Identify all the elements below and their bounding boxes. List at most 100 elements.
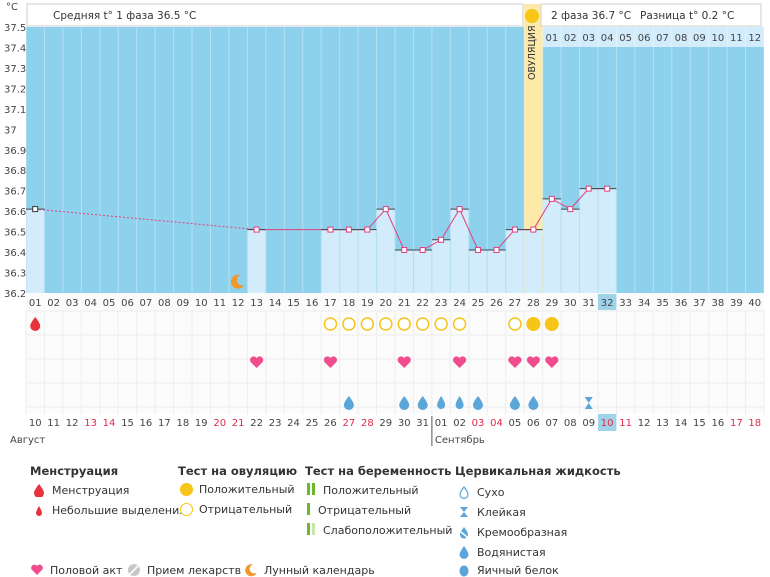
temperature-point xyxy=(438,236,445,243)
cycle-day-label: 08 xyxy=(158,298,171,309)
watery-drop-icon xyxy=(459,546,469,559)
cycle-day-label: 16 xyxy=(306,298,319,309)
legend-cervical-watery: Водянистая xyxy=(457,545,546,559)
temperature-bar xyxy=(340,229,358,293)
phase2-day-label: 07 xyxy=(656,33,669,44)
temperature-point xyxy=(511,226,518,233)
dry-icon xyxy=(459,486,469,499)
calendar-date-label: 16 xyxy=(712,418,725,429)
calendar-date-label: 26 xyxy=(324,418,337,429)
legend-cervical-title: Цервикальная жидкость xyxy=(455,464,621,478)
temperature-bar xyxy=(450,209,469,293)
y-tick-label: 36.5 xyxy=(4,228,26,239)
cycle-day-label: 10 xyxy=(195,298,208,309)
temperature-bar xyxy=(358,229,377,293)
legend-label: Отрицательный xyxy=(318,504,412,517)
legend-meds: Прием лекарств xyxy=(127,563,241,577)
legend-label: Прием лекарств xyxy=(147,563,242,577)
month-label-september: Сентябрь xyxy=(435,435,485,446)
cycle-day-label: 15 xyxy=(287,298,300,309)
y-tick-label: 37.2 xyxy=(4,84,26,95)
eggwhite-icon xyxy=(459,565,469,577)
y-tick-label: 37.3 xyxy=(4,64,26,75)
y-tick-label: 37.4 xyxy=(4,43,26,54)
y-tick-label: 36.6 xyxy=(4,207,26,218)
header-diff: Разница t° 0.2 °C xyxy=(640,10,734,22)
cycle-day-label: 21 xyxy=(398,298,411,309)
temperature-bar xyxy=(413,250,432,293)
legend: Менструация Менструация Небольшие выделе… xyxy=(0,462,770,577)
legend-ovtest-title: Тест на овуляцию xyxy=(178,464,298,478)
calendar-date-label: 17 xyxy=(158,418,171,429)
calendar-date-label: 10 xyxy=(29,418,42,429)
temperature-point xyxy=(604,185,611,192)
cycle-day-label: 26 xyxy=(490,298,503,309)
y-tick-label: 37.5 xyxy=(4,23,26,34)
cycle-day-label: 14 xyxy=(269,298,282,309)
cycle-day-label: 30 xyxy=(564,298,577,309)
legend-pregtest-title: Тест на беременность xyxy=(305,464,452,478)
phase2-day-label: 09 xyxy=(693,33,706,44)
temperature-bar xyxy=(377,209,395,293)
calendar-date-label: 12 xyxy=(638,418,651,429)
temperature-line xyxy=(366,208,387,230)
temperature-point xyxy=(345,226,352,233)
cycle-day-label: 27 xyxy=(509,298,522,309)
temperature-bar xyxy=(506,229,524,293)
watery-drop-icon xyxy=(417,396,428,410)
cycle-day-label: 32 xyxy=(601,298,614,309)
temperature-point xyxy=(548,195,555,202)
cycle-day-label: 01 xyxy=(29,298,42,309)
creamy-drop-icon xyxy=(455,396,464,409)
ovtest-positive-icon xyxy=(180,483,193,496)
cycle-day-label: 39 xyxy=(730,298,743,309)
legend-cervical-creamy: Кремообразная xyxy=(457,525,567,539)
watery-drop-icon xyxy=(509,396,520,410)
legend-label: Отрицательный xyxy=(199,503,293,516)
cycle-day-label: 04 xyxy=(84,298,97,309)
calendar-date-label: 02 xyxy=(453,418,466,429)
cycle-day-label: 23 xyxy=(435,298,448,309)
phase2-day-label: 04 xyxy=(601,33,614,44)
chart-background xyxy=(26,27,764,293)
calendar-date-label: 11 xyxy=(47,418,60,429)
legend-lunar: Лунный календарь xyxy=(244,563,375,577)
cycle-day-label: 03 xyxy=(66,298,79,309)
temperature-bar xyxy=(26,209,44,293)
ovtest-negative-icon xyxy=(397,317,411,331)
calendar-date-label: 19 xyxy=(195,418,208,429)
ovtest-negative-icon xyxy=(452,317,467,331)
creamy-drop-icon xyxy=(460,527,468,539)
calendar-date-label: 07 xyxy=(545,418,558,429)
temperature-line xyxy=(551,198,571,210)
legend-ovtest-pos: Положительный xyxy=(180,483,295,496)
calendar-date-label: 04 xyxy=(490,418,503,429)
ovtest-negative-icon xyxy=(434,317,448,331)
cycle-day-label: 28 xyxy=(527,298,540,309)
y-tick-label: 37 xyxy=(4,125,17,136)
phase2-day-label: 11 xyxy=(730,33,743,44)
temperature-line xyxy=(459,208,479,251)
cycle-day-label: 35 xyxy=(656,298,669,309)
ovtest-positive-icon xyxy=(544,317,559,331)
bbt-chart: 37.5 37.4 37.3 37.2 37.1 37 36.9 36.8 36.7 36.6 36… xyxy=(4,2,765,446)
cycle-day-label: 36 xyxy=(675,298,688,309)
phase2-day-label: 12 xyxy=(748,33,761,44)
legend-menstruation-title: Менструация xyxy=(30,464,119,478)
calendar-date-label: 21 xyxy=(232,418,245,429)
temperature-line xyxy=(569,188,590,210)
watery-drop-icon xyxy=(473,396,484,410)
moon-icon xyxy=(231,274,245,289)
heart-icon xyxy=(545,356,559,368)
temperature-bar xyxy=(432,239,450,293)
temperature-line xyxy=(532,198,553,230)
legend-label: Сухо xyxy=(477,485,505,499)
calendar-date-label: 11 xyxy=(619,418,632,429)
calendar-date-label: 28 xyxy=(361,418,374,429)
calendar-date-label: 01 xyxy=(435,418,448,429)
phase2-day-label: 05 xyxy=(619,33,632,44)
cycle-day-label: 38 xyxy=(712,298,725,309)
menstruation-drop-icon xyxy=(34,484,44,497)
ovtest-negative-icon xyxy=(180,503,193,516)
cycle-day-label: 40 xyxy=(748,298,761,309)
